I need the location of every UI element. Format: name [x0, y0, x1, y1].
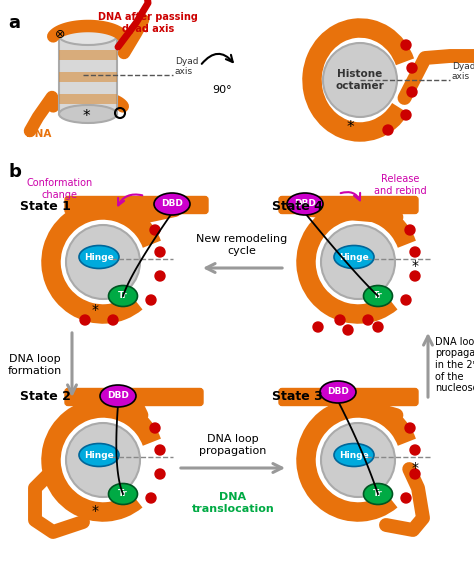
Text: Hinge: Hinge [339, 450, 369, 460]
Ellipse shape [109, 285, 137, 307]
Text: Dyad
axis: Dyad axis [452, 62, 474, 81]
Text: Tr: Tr [373, 490, 383, 498]
Circle shape [150, 423, 160, 433]
Circle shape [155, 445, 165, 455]
Circle shape [410, 247, 420, 257]
Text: DBD: DBD [294, 199, 316, 209]
Text: b: b [8, 163, 21, 181]
FancyBboxPatch shape [59, 72, 117, 82]
Circle shape [146, 295, 156, 305]
Circle shape [321, 423, 395, 497]
Circle shape [155, 469, 165, 479]
Ellipse shape [100, 385, 136, 407]
Circle shape [150, 225, 160, 235]
Text: DNA: DNA [26, 129, 51, 139]
Text: a: a [8, 14, 20, 32]
Text: DBD: DBD [327, 388, 349, 396]
Text: Tr: Tr [373, 292, 383, 300]
Text: State 4: State 4 [272, 200, 323, 213]
Text: Tr: Tr [118, 292, 128, 300]
Ellipse shape [79, 443, 119, 467]
Circle shape [401, 110, 411, 120]
Text: *: * [82, 109, 90, 124]
Circle shape [410, 271, 420, 281]
Circle shape [323, 43, 397, 117]
Text: Hinge: Hinge [84, 253, 114, 261]
Text: Conformation
change: Conformation change [27, 178, 93, 200]
Circle shape [155, 271, 165, 281]
Circle shape [405, 225, 415, 235]
Text: DNA after passing
dyad axis: DNA after passing dyad axis [98, 12, 198, 34]
Text: State 1: State 1 [20, 200, 71, 213]
Circle shape [155, 247, 165, 257]
Ellipse shape [287, 193, 323, 215]
Circle shape [335, 315, 345, 325]
Text: DBD: DBD [161, 199, 183, 209]
Circle shape [80, 315, 90, 325]
FancyBboxPatch shape [59, 50, 117, 60]
FancyBboxPatch shape [279, 389, 418, 406]
Text: New remodeling
cycle: New remodeling cycle [196, 234, 288, 256]
Text: DNA loop
propagation
in the 2ⁿᵈ half
of the
nucleosome: DNA loop propagation in the 2ⁿᵈ half of … [435, 337, 474, 393]
Ellipse shape [334, 246, 374, 268]
Text: DNA loop
propagation: DNA loop propagation [199, 435, 267, 456]
Circle shape [383, 125, 393, 135]
Circle shape [407, 87, 417, 97]
FancyBboxPatch shape [65, 196, 208, 213]
Circle shape [405, 423, 415, 433]
Circle shape [401, 295, 411, 305]
Ellipse shape [59, 105, 117, 123]
FancyBboxPatch shape [59, 36, 117, 114]
Text: DNA
translocation: DNA translocation [191, 492, 274, 514]
Circle shape [401, 493, 411, 503]
Text: *: * [411, 259, 419, 273]
Text: Release
and rebind: Release and rebind [374, 174, 426, 196]
Text: Tr: Tr [118, 490, 128, 498]
Text: DBD: DBD [107, 392, 129, 400]
Text: *: * [411, 461, 419, 475]
Circle shape [401, 40, 411, 50]
FancyBboxPatch shape [59, 94, 117, 104]
Text: Dyad
axis: Dyad axis [175, 56, 199, 76]
Text: *: * [91, 303, 99, 317]
Text: *: * [346, 120, 354, 135]
Text: State 2: State 2 [20, 390, 71, 403]
Text: ⊗: ⊗ [55, 28, 65, 41]
Ellipse shape [109, 483, 137, 504]
Circle shape [66, 225, 140, 299]
Circle shape [410, 445, 420, 455]
Ellipse shape [79, 246, 119, 268]
Circle shape [373, 322, 383, 332]
Circle shape [343, 325, 353, 335]
Text: Hinge: Hinge [84, 450, 114, 460]
Text: Hinge: Hinge [339, 253, 369, 261]
Text: DNA loop
formation: DNA loop formation [8, 354, 62, 376]
Text: State 3: State 3 [272, 390, 323, 403]
Circle shape [407, 63, 417, 73]
Ellipse shape [364, 483, 392, 504]
Circle shape [66, 423, 140, 497]
Ellipse shape [59, 27, 117, 45]
Ellipse shape [364, 285, 392, 307]
Circle shape [410, 469, 420, 479]
Circle shape [146, 493, 156, 503]
FancyBboxPatch shape [279, 196, 418, 213]
Text: 90°: 90° [212, 85, 232, 95]
Circle shape [363, 315, 373, 325]
Circle shape [313, 322, 323, 332]
Circle shape [321, 225, 395, 299]
Ellipse shape [154, 193, 190, 215]
Text: *: * [91, 504, 99, 518]
Circle shape [108, 315, 118, 325]
Ellipse shape [320, 381, 356, 403]
FancyBboxPatch shape [65, 389, 203, 406]
Ellipse shape [334, 443, 374, 467]
Text: Histone
octamer: Histone octamer [336, 69, 384, 91]
